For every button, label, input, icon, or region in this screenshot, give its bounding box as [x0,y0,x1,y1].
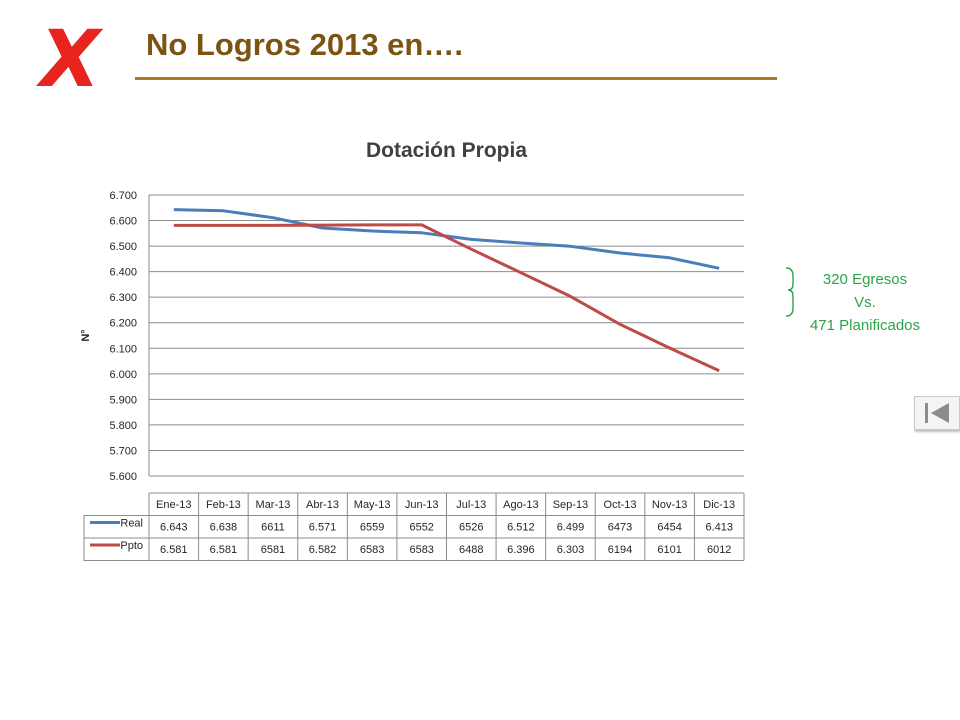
data-label-real: 6552 [409,522,433,534]
data-label-ppto: 6101 [657,544,681,556]
y-tick-label: 5.700 [109,445,137,457]
annotation-line-3: 471 Planificados [809,317,921,334]
category-label: Sep-13 [553,499,588,511]
data-label-ppto: 6.582 [309,544,337,556]
data-label-ppto: 6583 [360,544,384,556]
category-label: Feb-13 [206,499,241,511]
category-label: Dic-13 [703,499,735,511]
data-label-ppto: 6488 [459,544,483,556]
data-label-real: 6.499 [557,522,585,534]
data-label-real: 6559 [360,522,384,534]
category-label: Jul-13 [456,499,486,511]
category-label: Mar-13 [256,499,291,511]
data-label-real: 6.638 [210,522,238,534]
chart-title: Dotación Propia [366,139,527,162]
annotation-line-1: 320 Egresos [822,271,908,288]
annotation-line-2: Vs. [854,294,876,311]
y-tick-label: 6.600 [109,216,137,228]
data-label-ppto: 6012 [707,544,731,556]
y-tick-label: 6.500 [109,241,137,253]
slide-title: No Logros 2013 en…. [146,27,463,62]
data-label-real: 6526 [459,522,483,534]
category-label: Abr-13 [306,499,339,511]
data-label-real: 6.643 [160,522,188,534]
y-tick-label: 6.400 [109,267,137,279]
y-tick-label: 6.300 [109,292,137,304]
y-tick-label: 6.700 [109,190,137,202]
x-mark: X [40,15,101,105]
legend-label-ppto: Ppto [120,540,143,552]
data-label-ppto: 6.581 [210,544,238,556]
annotation-brace [785,267,794,317]
data-label-ppto: 6.581 [160,544,188,556]
y-tick-label: 6.100 [109,343,137,355]
data-label-ppto: 6581 [261,544,285,556]
y-tick-label: 5.800 [109,420,137,432]
category-label: May-13 [354,499,391,511]
y-tick-label: 5.600 [109,471,137,483]
data-label-ppto: 6.396 [507,544,535,556]
first-slide-button[interactable] [914,396,960,430]
y-tick-label: 6.000 [109,369,137,381]
title-underline [135,77,777,80]
category-label: Nov-13 [652,499,687,511]
category-label: Jun-13 [405,499,439,511]
data-label-real: 6.413 [705,522,733,534]
category-label: Ene-13 [156,499,191,511]
legend-label-real: Real [120,518,143,530]
y-axis-label: N° [80,329,92,341]
category-label: Oct-13 [604,499,637,511]
data-label-real: 6473 [608,522,632,534]
y-tick-label: 5.900 [109,394,137,406]
data-label-real: 6611 [261,522,285,534]
y-tick-label: 6.200 [109,318,137,330]
category-label: Ago-13 [503,499,538,511]
series-line-ppto [173,223,720,373]
series-line-real [173,208,720,270]
data-label-real: 6454 [657,522,681,534]
data-label-ppto: 6583 [409,544,433,556]
first-slide-icon [925,403,949,423]
annotation-text: 320 Egresos Vs. 471 Planificados [790,268,940,337]
data-label-real: 6.512 [507,522,535,534]
data-label-ppto: 6194 [608,544,632,556]
data-label-real: 6.571 [309,522,337,534]
data-label-ppto: 6.303 [557,544,585,556]
dotacion-chart: Dotación Propia 6.700 6.600 6.500 6.400 6.300… [80,139,745,561]
